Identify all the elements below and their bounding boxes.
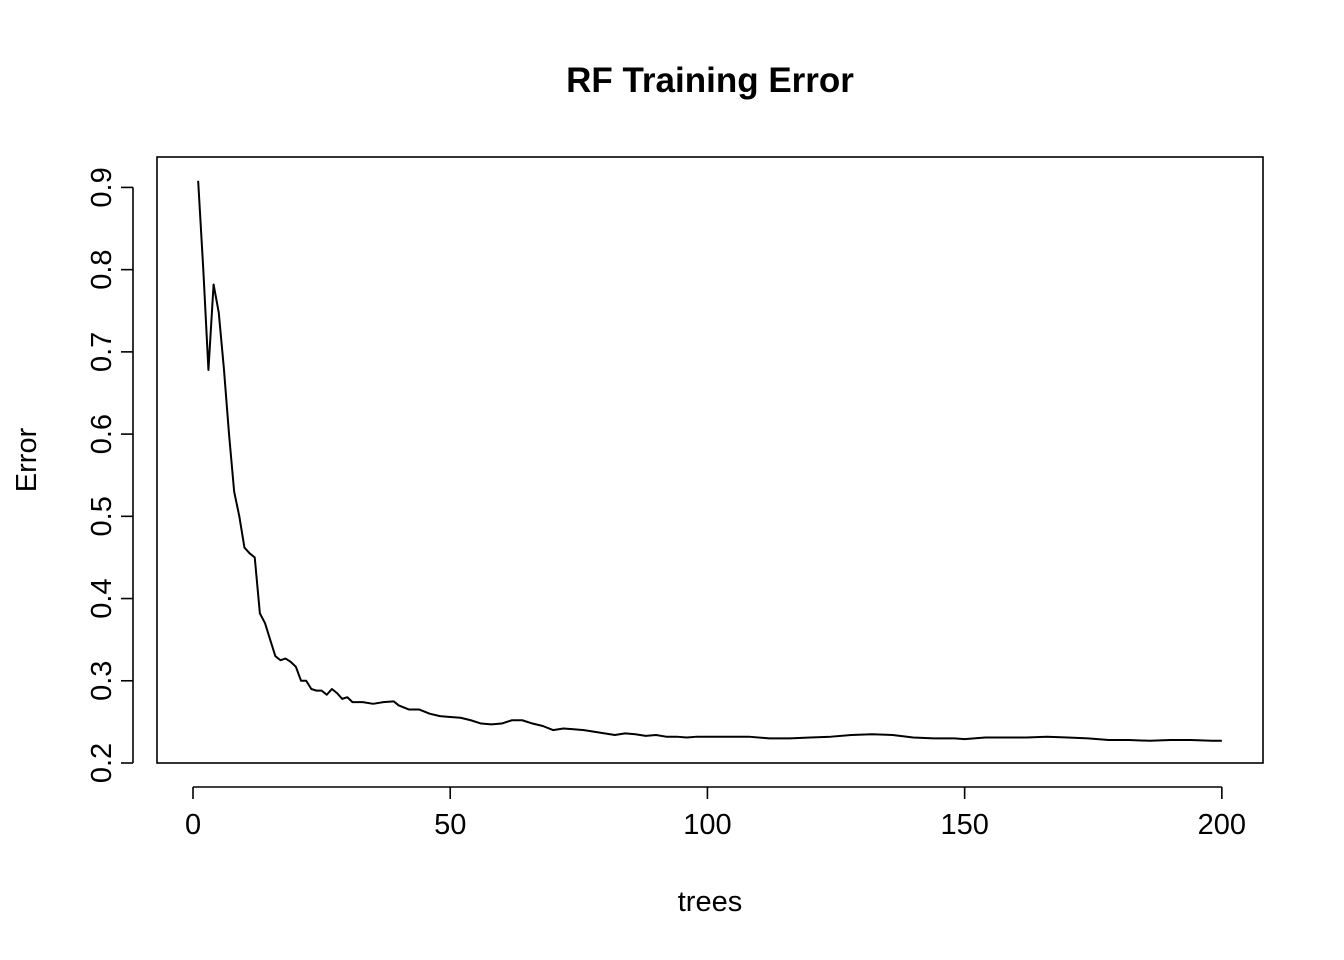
y-tick-label: 0.6: [86, 414, 118, 454]
y-tick-label: 0.5: [86, 496, 118, 536]
y-tick-label: 0.2: [86, 743, 118, 783]
x-tick-label: 200: [1198, 809, 1246, 841]
y-axis: 0.2 0.3 0.4 0.5 0.6 0.7 0.8 0.9: [86, 167, 133, 783]
plot-frame: [156, 156, 1264, 764]
y-tick-label: 0.9: [86, 167, 118, 207]
y-tick-label: 0.4: [86, 578, 118, 618]
chart-title: RF Training Error: [566, 61, 854, 100]
y-tick-label: 0.3: [86, 661, 118, 701]
y-tick-label: 0.8: [86, 249, 118, 289]
x-axis-label: trees: [678, 886, 742, 918]
y-axis-label: Error: [11, 427, 43, 492]
y-tick-label: 0.7: [86, 332, 118, 372]
x-tick-label: 50: [434, 809, 466, 841]
error-line: [197, 180, 1222, 742]
x-tick-label: 150: [940, 809, 988, 841]
x-axis: 0 50 100 150 200: [185, 787, 1246, 841]
x-tick-label: 0: [185, 809, 201, 841]
x-tick-label: 100: [683, 809, 731, 841]
